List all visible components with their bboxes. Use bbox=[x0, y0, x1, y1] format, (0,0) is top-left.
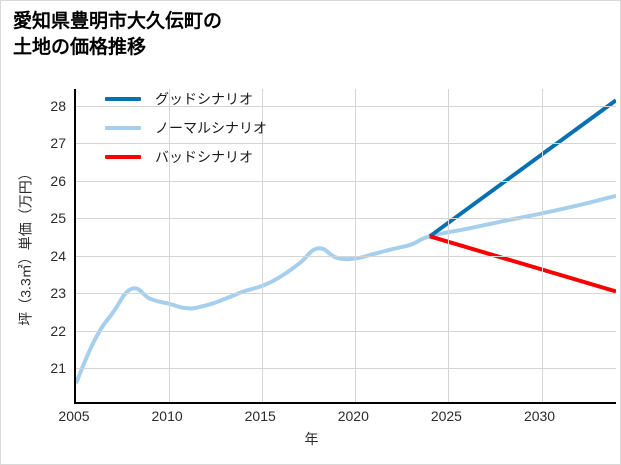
x-axis-tick-label: 2015 bbox=[244, 408, 276, 424]
gridline-horizontal bbox=[76, 218, 616, 219]
gridline-vertical bbox=[355, 89, 356, 402]
x-axis-tick-label: 2020 bbox=[337, 408, 369, 424]
y-axis-tick-label: 27 bbox=[50, 135, 66, 152]
series-layer bbox=[76, 98, 616, 385]
x-axis-title: 年 bbox=[304, 431, 319, 447]
x-axis-tick-label: 2030 bbox=[523, 408, 556, 424]
y-axis-tick-label: 26 bbox=[50, 172, 66, 189]
gridline-horizontal bbox=[76, 256, 616, 257]
plot-area bbox=[74, 89, 616, 404]
x-axis-tick-label: 2005 bbox=[58, 408, 90, 424]
y-axis-title: 坪（3.3㎡）単価（万円） bbox=[17, 165, 34, 326]
legend-label-normal: ノーマルシナリオ bbox=[155, 120, 267, 136]
gridline-horizontal bbox=[76, 331, 616, 332]
legend-item-normal[interactable]: ノーマルシナリオ bbox=[105, 120, 267, 136]
y-axis-tick-label: 21 bbox=[50, 360, 66, 377]
page-title: 愛知県豊明市大久伝町の 土地の価格推移 bbox=[13, 11, 223, 59]
legend-label-good: グッドシナリオ bbox=[155, 91, 253, 107]
y-axis-tick-label: 23 bbox=[50, 285, 66, 302]
legend-item-good[interactable]: グッドシナリオ bbox=[105, 91, 267, 107]
y-axis-tick-label: 25 bbox=[50, 210, 66, 227]
legend-swatch-good bbox=[105, 97, 141, 101]
series-line-good bbox=[428, 98, 616, 238]
series-line-normal bbox=[76, 193, 616, 385]
legend-swatch-normal bbox=[105, 126, 141, 130]
gridline-vertical bbox=[542, 89, 543, 402]
y-axis-tick-label: 28 bbox=[50, 97, 66, 114]
gridline-horizontal bbox=[76, 293, 616, 294]
legend-label-bad: バッドシナリオ bbox=[155, 149, 253, 165]
gridline-horizontal bbox=[76, 143, 616, 144]
x-axis-tick-label: 2025 bbox=[430, 408, 462, 424]
y-axis-tick-label: 24 bbox=[50, 247, 66, 264]
gridline-horizontal bbox=[76, 368, 616, 369]
series-line-bad bbox=[429, 234, 616, 294]
gridline-horizontal bbox=[76, 181, 616, 182]
chart-legend: グッドシナリオ ノーマルシナリオ バッドシナリオ bbox=[105, 91, 267, 165]
x-axis-tick-label: 2010 bbox=[151, 408, 183, 424]
legend-item-bad[interactable]: バッドシナリオ bbox=[105, 149, 267, 165]
gridline-vertical bbox=[262, 89, 263, 402]
y-axis-tick-label: 22 bbox=[50, 322, 66, 339]
gridline-horizontal bbox=[76, 106, 616, 107]
gridline-vertical bbox=[448, 89, 449, 402]
legend-swatch-bad bbox=[105, 155, 141, 159]
gridline-vertical bbox=[169, 89, 170, 402]
